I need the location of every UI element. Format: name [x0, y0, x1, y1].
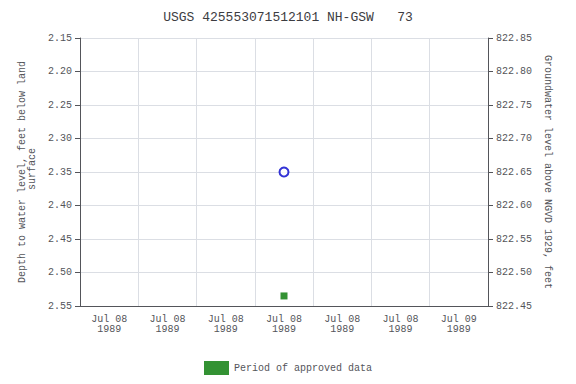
svg-text:2.45: 2.45 — [48, 234, 72, 245]
svg-text:822.45: 822.45 — [496, 301, 532, 312]
svg-text:Jul 09: Jul 09 — [440, 313, 477, 325]
svg-text:Groundwater level above NGVD 1: Groundwater level above NGVD 1929, feet — [542, 55, 553, 289]
svg-text:822.60: 822.60 — [496, 200, 532, 211]
svg-text:822.55: 822.55 — [496, 234, 532, 245]
svg-text:1989: 1989 — [330, 324, 354, 335]
svg-text:2.25: 2.25 — [48, 100, 72, 111]
svg-text:Jul 08: Jul 08 — [91, 313, 128, 325]
svg-text:1989: 1989 — [389, 324, 413, 335]
svg-text:Jul 08: Jul 08 — [149, 313, 186, 325]
svg-text:822.70: 822.70 — [496, 133, 532, 144]
svg-text:surface: surface — [27, 148, 38, 196]
svg-text:Depth to water level, feet bel: Depth to water level, feet below land — [16, 61, 28, 283]
svg-text:822.50: 822.50 — [496, 267, 532, 278]
svg-text:1989: 1989 — [214, 324, 238, 335]
svg-text:1989: 1989 — [447, 324, 471, 335]
svg-text:822.65: 822.65 — [496, 167, 532, 178]
svg-text:2.20: 2.20 — [48, 66, 72, 77]
svg-text:2.50: 2.50 — [48, 267, 72, 278]
svg-text:2.35: 2.35 — [48, 167, 72, 178]
svg-text:2.40: 2.40 — [48, 200, 72, 211]
svg-text:2.55: 2.55 — [48, 301, 72, 312]
svg-text:Jul 08: Jul 08 — [382, 313, 419, 325]
svg-text:Jul 08: Jul 08 — [207, 313, 244, 325]
svg-text:2.30: 2.30 — [48, 133, 72, 144]
svg-text:1989: 1989 — [97, 324, 121, 335]
svg-text:822.80: 822.80 — [496, 66, 532, 77]
svg-text:822.75: 822.75 — [496, 100, 532, 111]
svg-text:Jul 08: Jul 08 — [266, 313, 302, 325]
svg-text:1989: 1989 — [155, 324, 179, 335]
svg-text:Period of approved data: Period of approved data — [234, 363, 372, 374]
svg-text:1989: 1989 — [272, 324, 296, 335]
svg-text:Jul 08: Jul 08 — [324, 313, 361, 325]
svg-text:2.15: 2.15 — [48, 33, 72, 44]
svg-text:USGS 425553071512101 NH-GSW: USGS 425553071512101 NH-GSW 73 — [163, 10, 413, 25]
svg-text:822.85: 822.85 — [496, 33, 532, 44]
